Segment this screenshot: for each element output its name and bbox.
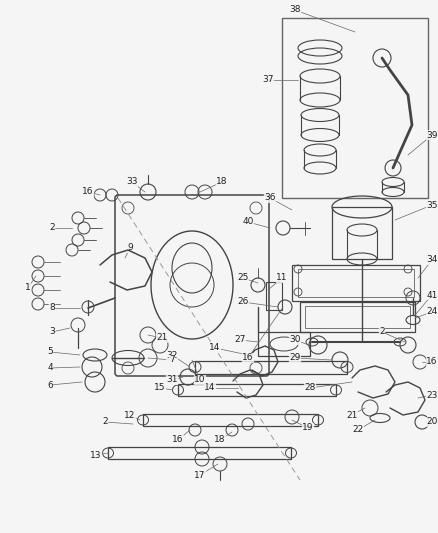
Text: 6: 6 xyxy=(47,381,53,390)
Bar xyxy=(292,265,420,301)
Text: 8: 8 xyxy=(49,303,55,312)
Text: 37: 37 xyxy=(262,76,274,85)
Text: 14: 14 xyxy=(204,384,215,392)
Text: 40: 40 xyxy=(242,217,254,227)
Text: 18: 18 xyxy=(216,177,228,187)
Text: 25: 25 xyxy=(237,273,249,282)
Text: 27: 27 xyxy=(234,335,246,344)
Bar xyxy=(195,361,347,374)
Text: 16: 16 xyxy=(426,358,438,367)
Text: 20: 20 xyxy=(426,417,438,426)
Text: 22: 22 xyxy=(353,425,364,434)
Text: 17: 17 xyxy=(194,471,206,480)
Text: 33: 33 xyxy=(126,177,138,187)
Text: 9: 9 xyxy=(127,244,133,253)
Text: 24: 24 xyxy=(426,308,438,317)
Text: 28: 28 xyxy=(304,384,316,392)
Text: 19: 19 xyxy=(302,424,314,432)
Bar xyxy=(266,282,282,310)
Text: 39: 39 xyxy=(426,131,438,140)
Text: 1: 1 xyxy=(25,284,31,293)
Bar xyxy=(305,306,410,328)
Text: 10: 10 xyxy=(194,376,206,384)
Text: 16: 16 xyxy=(242,353,254,362)
Text: 26: 26 xyxy=(237,297,249,306)
Text: 4: 4 xyxy=(47,364,53,373)
Bar xyxy=(300,302,415,332)
Text: 3: 3 xyxy=(49,327,55,336)
Text: 15: 15 xyxy=(154,384,166,392)
Text: 29: 29 xyxy=(290,353,301,362)
Text: 7: 7 xyxy=(169,356,175,365)
Bar xyxy=(258,332,310,356)
Text: 30: 30 xyxy=(289,335,301,344)
Text: 18: 18 xyxy=(214,435,226,445)
Text: 14: 14 xyxy=(209,343,221,352)
Bar xyxy=(282,18,428,198)
Text: 36: 36 xyxy=(264,193,276,203)
Text: 2: 2 xyxy=(102,417,108,426)
Text: 35: 35 xyxy=(426,200,438,209)
Text: 2: 2 xyxy=(379,327,385,336)
Bar xyxy=(298,269,414,297)
Text: 21: 21 xyxy=(346,410,358,419)
Text: 11: 11 xyxy=(276,273,288,282)
Text: 34: 34 xyxy=(426,255,438,264)
Text: 12: 12 xyxy=(124,411,136,421)
Text: 16: 16 xyxy=(82,188,94,197)
Text: 31: 31 xyxy=(166,376,178,384)
Text: 2: 2 xyxy=(49,223,55,232)
Text: 16: 16 xyxy=(172,435,184,445)
Bar xyxy=(332,207,392,259)
Text: 32: 32 xyxy=(166,351,178,359)
Bar xyxy=(108,447,291,459)
Text: 23: 23 xyxy=(426,391,438,400)
Text: 13: 13 xyxy=(90,450,102,459)
Text: 41: 41 xyxy=(426,290,438,300)
Text: 5: 5 xyxy=(47,348,53,357)
Bar xyxy=(143,414,318,426)
Bar xyxy=(178,384,336,396)
Text: 21: 21 xyxy=(156,334,168,343)
Text: 38: 38 xyxy=(289,5,301,14)
